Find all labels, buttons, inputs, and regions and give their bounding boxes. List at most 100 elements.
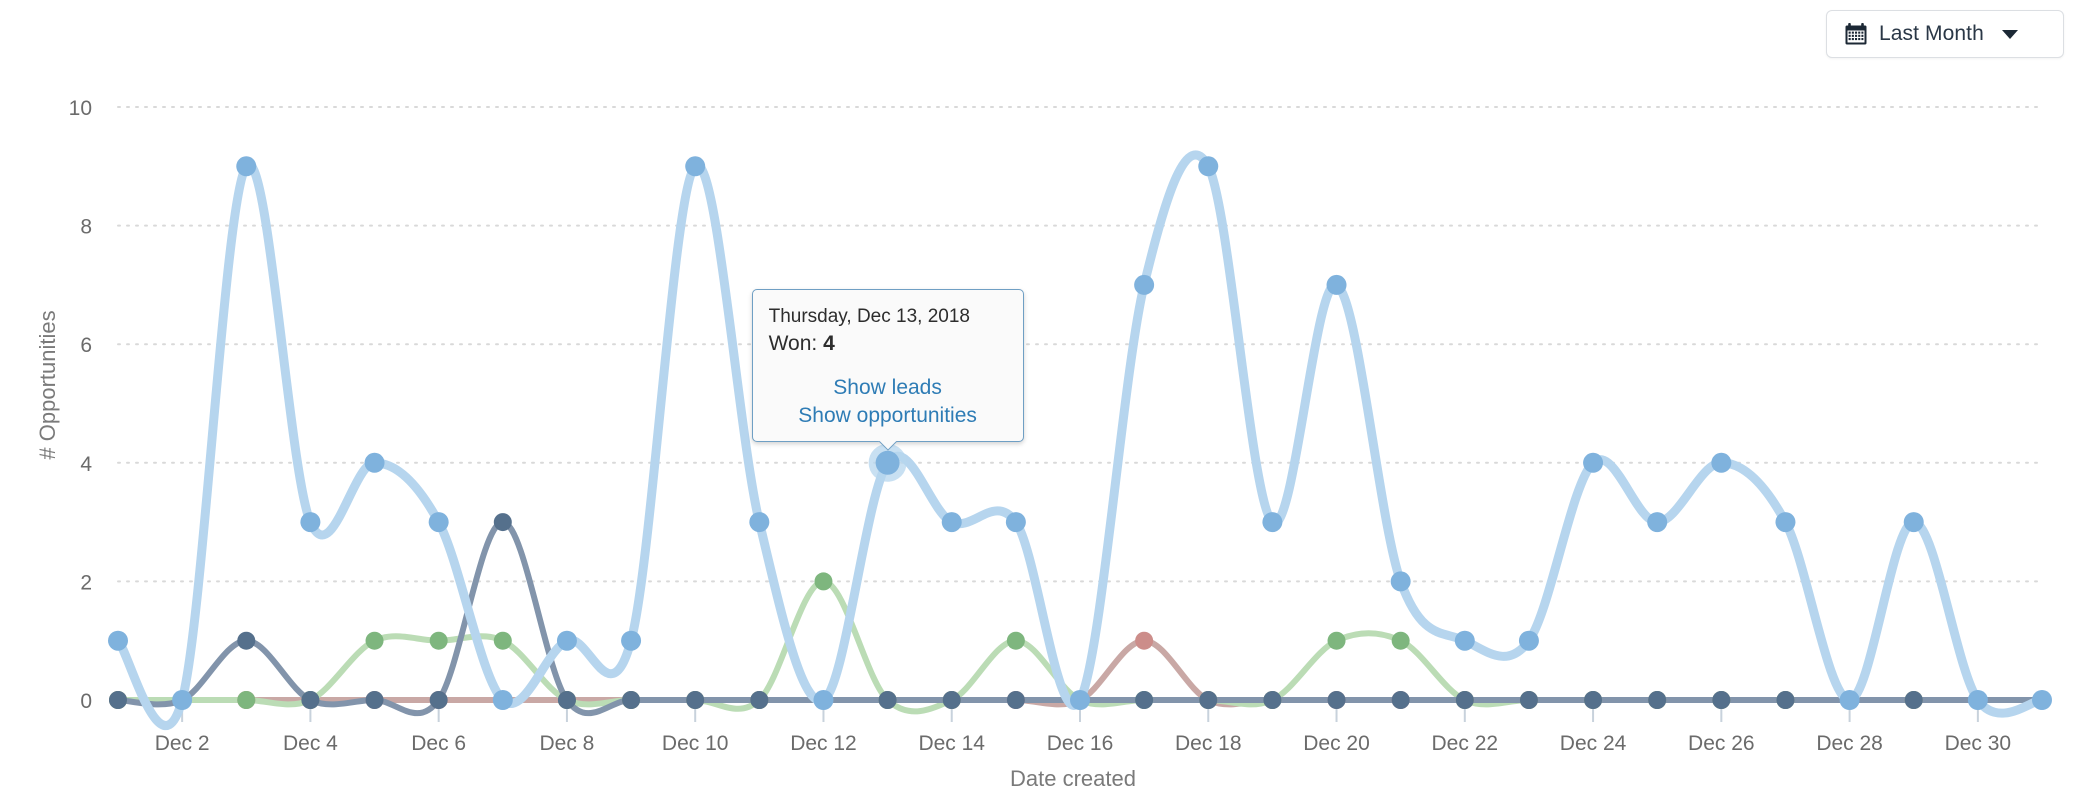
y-axis-tick-label: 0 bbox=[80, 690, 92, 713]
x-axis-tick-label: Dec 24 bbox=[1560, 732, 1627, 755]
data-point-marker[interactable] bbox=[749, 512, 770, 533]
chart-tooltip: Thursday, Dec 13, 2018 Won: 4 Show leads… bbox=[751, 288, 1024, 443]
date-range-picker-button[interactable]: Last Month bbox=[1826, 10, 2064, 58]
data-point-marker[interactable] bbox=[685, 156, 706, 177]
chevron-down-icon bbox=[2001, 29, 2018, 39]
chart-gridlines bbox=[117, 106, 2043, 701]
data-point-marker[interactable] bbox=[1327, 691, 1346, 709]
y-axis-tick-label: 6 bbox=[80, 334, 92, 357]
x-axis-tick-marks bbox=[181, 708, 1979, 722]
x-axis-tick-label: Dec 26 bbox=[1688, 732, 1755, 755]
x-axis-tick-label: Dec 18 bbox=[1175, 732, 1242, 755]
x-axis-tick-label: Dec 10 bbox=[662, 732, 729, 755]
data-point-marker[interactable] bbox=[686, 691, 705, 709]
data-point-marker[interactable] bbox=[622, 691, 641, 709]
data-point-marker[interactable] bbox=[1711, 452, 1732, 473]
data-point-marker[interactable] bbox=[1519, 691, 1538, 709]
y-axis-tick-label: 4 bbox=[80, 453, 92, 476]
data-point-marker[interactable] bbox=[1135, 691, 1154, 709]
x-axis-tick-labels: Dec 2 Dec 4 Dec 6 Dec 8 Dec 10 Dec 12 Dec 14 De… bbox=[155, 732, 2011, 755]
data-point-marker[interactable] bbox=[1839, 690, 1860, 710]
data-point-marker[interactable] bbox=[1904, 691, 1923, 709]
data-point-marker[interactable] bbox=[1967, 690, 1988, 710]
y-axis-tick-label: 2 bbox=[80, 571, 92, 594]
data-point-marker[interactable] bbox=[1776, 691, 1795, 709]
data-point-marker[interactable] bbox=[2032, 690, 2052, 710]
x-axis-tick-label: Dec 20 bbox=[1303, 732, 1370, 755]
data-point-marker[interactable] bbox=[941, 512, 962, 533]
data-point-marker[interactable] bbox=[1199, 691, 1218, 709]
data-point-marker[interactable] bbox=[236, 156, 257, 177]
x-axis-tick-label: Dec 6 bbox=[411, 732, 466, 755]
data-point-marker[interactable] bbox=[429, 631, 448, 650]
y-axis-tick-labels: 0 2 4 6 8 10 bbox=[69, 97, 93, 713]
date-range-label: Last Month bbox=[1879, 22, 1984, 45]
data-point-marker[interactable] bbox=[557, 691, 576, 709]
data-point-marker[interactable] bbox=[365, 691, 384, 709]
data-point-marker[interactable] bbox=[1648, 691, 1667, 709]
data-point-marker[interactable] bbox=[364, 452, 385, 473]
data-point-marker[interactable] bbox=[1391, 691, 1410, 709]
data-point-marker[interactable] bbox=[1134, 274, 1155, 295]
data-point-marker[interactable] bbox=[301, 691, 320, 709]
x-axis-tick-label: Dec 30 bbox=[1945, 732, 2012, 755]
data-point-marker[interactable] bbox=[1647, 512, 1668, 533]
data-point-marker[interactable] bbox=[1005, 512, 1026, 533]
highlighted-data-point[interactable] bbox=[875, 450, 900, 475]
data-point-marker[interactable] bbox=[1198, 156, 1219, 177]
tooltip-arrow bbox=[877, 441, 897, 452]
data-point-marker[interactable] bbox=[621, 630, 642, 651]
show-leads-link[interactable]: Show leads bbox=[833, 376, 942, 399]
data-point-marker[interactable] bbox=[1583, 452, 1604, 473]
data-point-marker[interactable] bbox=[1327, 631, 1346, 650]
data-point-marker[interactable] bbox=[1903, 512, 1924, 533]
data-point-marker[interactable] bbox=[237, 691, 256, 709]
data-point-marker[interactable] bbox=[108, 630, 128, 651]
data-point-marker[interactable] bbox=[300, 512, 321, 533]
x-axis-tick-label: Dec 12 bbox=[790, 732, 857, 755]
data-point-marker[interactable] bbox=[1454, 630, 1475, 651]
data-point-marker[interactable] bbox=[365, 631, 384, 650]
data-point-marker[interactable] bbox=[814, 572, 833, 591]
data-point-marker[interactable] bbox=[172, 690, 193, 710]
data-point-marker[interactable] bbox=[1135, 631, 1154, 650]
x-axis-title: Date created bbox=[1010, 766, 1136, 791]
data-point-marker[interactable] bbox=[109, 691, 127, 709]
data-point-marker[interactable] bbox=[1455, 691, 1474, 709]
data-point-marker[interactable] bbox=[556, 630, 577, 651]
data-point-marker[interactable] bbox=[1584, 691, 1603, 709]
data-point-marker[interactable] bbox=[493, 513, 512, 532]
chart-series-markers[interactable] bbox=[108, 156, 2052, 710]
x-axis-tick-label: Dec 4 bbox=[283, 732, 338, 755]
data-point-marker[interactable] bbox=[878, 691, 897, 709]
data-point-marker[interactable] bbox=[942, 691, 961, 709]
data-point-marker[interactable] bbox=[1391, 631, 1410, 650]
data-point-marker[interactable] bbox=[429, 691, 448, 709]
data-point-marker[interactable] bbox=[1263, 691, 1282, 709]
data-point-marker[interactable] bbox=[1006, 691, 1025, 709]
data-point-marker[interactable] bbox=[813, 690, 834, 710]
chart-series-lines bbox=[113, 150, 2047, 730]
tooltip-date: Thursday, Dec 13, 2018 bbox=[768, 305, 970, 327]
data-point-marker[interactable] bbox=[750, 691, 769, 709]
x-axis-tick-label: Dec 22 bbox=[1432, 732, 1499, 755]
data-point-marker[interactable] bbox=[237, 631, 256, 650]
data-point-marker[interactable] bbox=[492, 690, 513, 710]
data-point-marker[interactable] bbox=[428, 512, 449, 533]
data-point-marker[interactable] bbox=[493, 631, 512, 650]
data-point-marker[interactable] bbox=[1712, 691, 1731, 709]
data-point-marker[interactable] bbox=[1006, 631, 1025, 650]
data-point-marker[interactable] bbox=[1326, 274, 1347, 295]
data-point-marker[interactable] bbox=[1262, 512, 1283, 533]
y-axis-title: # Opportunities bbox=[35, 310, 60, 459]
data-point-marker[interactable] bbox=[1775, 512, 1796, 533]
data-point-marker[interactable] bbox=[1070, 690, 1090, 710]
data-point-marker[interactable] bbox=[1390, 571, 1411, 592]
data-point-marker[interactable] bbox=[1518, 630, 1539, 651]
show-opportunities-link[interactable]: Show opportunities bbox=[798, 403, 977, 427]
x-axis-tick-label: Dec 16 bbox=[1047, 732, 1114, 755]
y-axis-tick-label: 8 bbox=[80, 216, 92, 239]
series-line-qualified bbox=[115, 519, 2045, 717]
